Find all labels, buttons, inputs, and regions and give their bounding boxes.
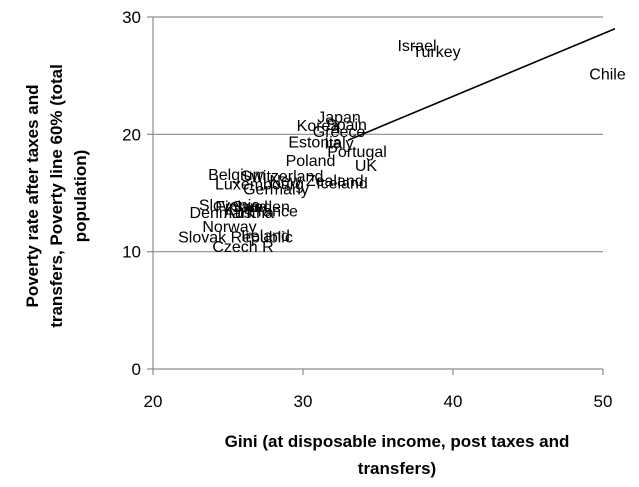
point-label-sweden: Sweden: [232, 199, 290, 216]
point-label-japan: Japan: [317, 110, 361, 127]
point-label-norway: Norway: [202, 219, 256, 236]
point-label-uk: UK: [355, 158, 378, 175]
point-label-belgium: Belgium: [208, 167, 266, 184]
point-label-france: France: [248, 204, 298, 221]
point-label-denmark: Denmark: [190, 205, 256, 222]
y-tick-label-30: 30: [122, 8, 141, 27]
trendline: [347, 27, 616, 141]
x-tick-label-30: 30: [294, 392, 313, 411]
x-tick-label-40: 40: [444, 392, 463, 411]
x-tick-label-50: 50: [594, 392, 613, 411]
y-tick-labels: 0 10 20 30: [122, 8, 141, 379]
y-tick-label-0: 0: [132, 360, 141, 379]
point-label-switzerland: Switzerland: [241, 168, 324, 185]
axes: [147, 16, 604, 375]
x-axis-title-line: transfers): [358, 459, 436, 478]
point-label-chile: Chile: [589, 66, 626, 83]
y-axis-title-line: transfers, Poverty line 60% (total: [47, 64, 66, 328]
point-label-slovenia: Slovenia: [199, 198, 260, 215]
x-axis-title: Gini (at disposable income, post taxes a…: [225, 432, 570, 478]
point-label-finland: Finland: [215, 199, 267, 216]
y-tick-label-20: 20: [122, 125, 141, 144]
point-label-korea: Korea: [297, 118, 340, 135]
x-tick-label-20: 20: [144, 392, 163, 411]
point-label-israel: Israel: [397, 38, 436, 55]
point-label-austria: Austria: [224, 205, 274, 222]
point-label-spain: Spain: [326, 117, 367, 134]
point-label-italy: Italy: [324, 136, 353, 153]
x-axis-title-line: Gini (at disposable income, post taxes a…: [225, 432, 570, 451]
point-label-greece: Greece: [313, 124, 366, 141]
x-tick-labels: 20 30 40 50: [144, 392, 613, 411]
point-label-poland: Poland: [286, 153, 336, 170]
point-label-czech-r: Czech R: [212, 239, 273, 256]
y-axis-title-text: Poverty rate after taxes and transfers, P…: [23, 64, 90, 328]
y-axis-title-line: population): [71, 150, 90, 243]
gridlines: [153, 16, 603, 253]
point-label-estonia: Estonia: [288, 134, 341, 151]
point-label-ireland: Ireland: [241, 228, 290, 245]
point-label-turkey: Turkey: [412, 44, 460, 61]
point-label-iceland: Iceland: [316, 175, 368, 192]
point-label-germany: Germany: [243, 181, 309, 198]
y-axis-title-line: Poverty rate after taxes and: [23, 85, 42, 308]
point-label-portugal: Portugal: [327, 144, 387, 161]
y-axis-title: Poverty rate after taxes and transfers, P…: [23, 64, 90, 328]
point-label-slovak-republic: Slovak Republic: [178, 229, 293, 246]
trendline-group: [347, 27, 616, 141]
point-label-new-zealand: New Zealand: [269, 173, 363, 190]
y-tick-label-10: 10: [122, 243, 141, 262]
point-label-luxembourg: Luxembourg: [215, 177, 304, 194]
